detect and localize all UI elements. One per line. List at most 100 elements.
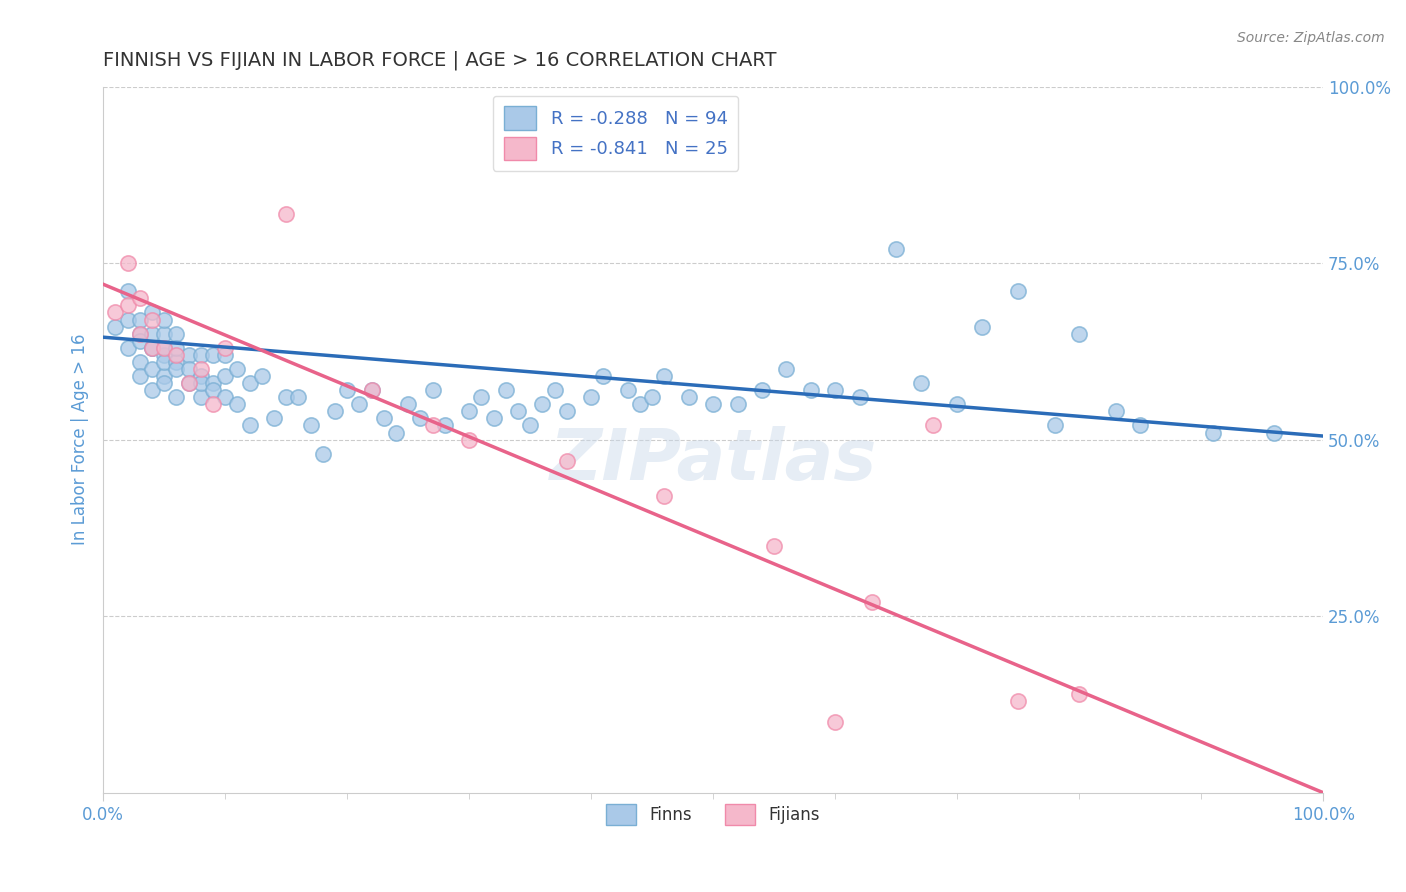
Point [1069, 687, 1091, 701]
Point [214, 348, 236, 362]
Point [104, 319, 127, 334]
Point [458, 404, 481, 418]
Point [201, 397, 224, 411]
Point [1202, 425, 1225, 440]
Point [128, 369, 150, 384]
Point [1105, 404, 1128, 418]
Point [153, 369, 176, 384]
Point [373, 411, 395, 425]
Point [1263, 425, 1285, 440]
Point [128, 355, 150, 369]
Point [190, 369, 212, 384]
Point [482, 411, 505, 425]
Point [201, 383, 224, 397]
Point [165, 390, 187, 404]
Point [177, 362, 200, 376]
Point [506, 404, 529, 418]
Point [433, 418, 456, 433]
Point [385, 425, 408, 440]
Point [276, 206, 298, 220]
Point [422, 418, 444, 433]
Point [177, 376, 200, 390]
Point [201, 348, 224, 362]
Point [153, 341, 176, 355]
Point [117, 256, 139, 270]
Point [128, 291, 150, 305]
Point [128, 312, 150, 326]
Point [824, 714, 846, 729]
Point [141, 341, 163, 355]
Point [153, 348, 176, 362]
Point [226, 362, 249, 376]
Point [141, 326, 163, 341]
Point [409, 411, 432, 425]
Point [165, 341, 187, 355]
Point [141, 312, 163, 326]
Point [678, 390, 700, 404]
Point [1007, 285, 1029, 299]
Point [470, 390, 492, 404]
Point [104, 305, 127, 319]
Point [190, 376, 212, 390]
Point [128, 326, 150, 341]
Point [117, 285, 139, 299]
Point [555, 404, 578, 418]
Text: Source: ZipAtlas.com: Source: ZipAtlas.com [1237, 31, 1385, 45]
Point [652, 489, 675, 503]
Point [763, 539, 786, 553]
Point [153, 312, 176, 326]
Point [616, 383, 638, 397]
Point [824, 383, 846, 397]
Point [153, 355, 176, 369]
Point [884, 242, 907, 256]
Point [1007, 694, 1029, 708]
Point [263, 411, 285, 425]
Point [495, 383, 517, 397]
Point [921, 418, 943, 433]
Point [214, 369, 236, 384]
Point [165, 362, 187, 376]
Point [800, 383, 823, 397]
Point [201, 376, 224, 390]
Text: ZIPatlas: ZIPatlas [550, 426, 877, 495]
Point [860, 595, 883, 609]
Point [751, 383, 773, 397]
Point [946, 397, 969, 411]
Point [775, 362, 797, 376]
Point [287, 390, 309, 404]
Point [702, 397, 724, 411]
Point [299, 418, 322, 433]
Point [165, 355, 187, 369]
Point [141, 362, 163, 376]
Point [727, 397, 749, 411]
Point [360, 383, 382, 397]
Point [153, 376, 176, 390]
Point [226, 397, 249, 411]
Point [141, 383, 163, 397]
Text: FINNISH VS FIJIAN IN LABOR FORCE | AGE > 16 CORRELATION CHART: FINNISH VS FIJIAN IN LABOR FORCE | AGE >… [103, 51, 776, 70]
Point [1069, 326, 1091, 341]
Point [543, 383, 565, 397]
Point [238, 376, 260, 390]
Point [652, 369, 675, 384]
Point [190, 348, 212, 362]
Point [141, 305, 163, 319]
Point [117, 312, 139, 326]
Point [531, 397, 554, 411]
Point [360, 383, 382, 397]
Point [214, 341, 236, 355]
Point [128, 334, 150, 348]
Point [153, 341, 176, 355]
Point [848, 390, 870, 404]
Point [323, 404, 346, 418]
Point [250, 369, 273, 384]
Point [276, 390, 298, 404]
Point [128, 326, 150, 341]
Legend: Finns, Fijians: Finns, Fijians [598, 796, 828, 834]
Point [141, 341, 163, 355]
Point [910, 376, 932, 390]
Point [628, 397, 651, 411]
Point [422, 383, 444, 397]
Point [396, 397, 419, 411]
Point [214, 390, 236, 404]
